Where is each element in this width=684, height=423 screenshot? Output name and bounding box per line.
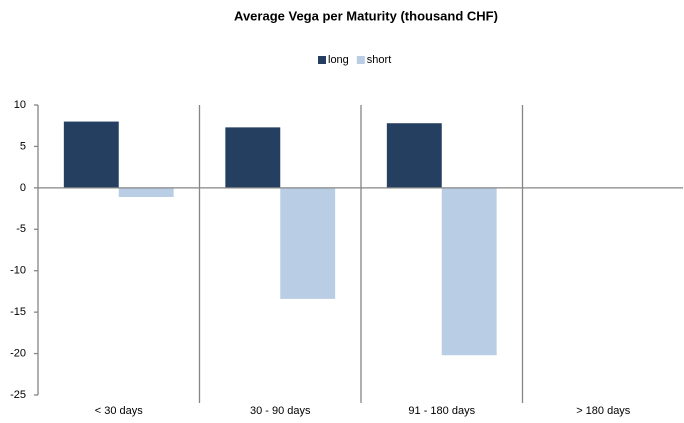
legend-label: long	[328, 54, 349, 66]
bar	[63, 121, 119, 188]
legend-swatch	[356, 56, 365, 64]
x-tick-label: 30 - 90 days	[250, 405, 311, 417]
legend-label: short	[367, 54, 391, 66]
legend-swatch	[318, 56, 326, 64]
y-tick-label: 10	[14, 99, 26, 111]
x-tick-label: 91 - 180 days	[408, 405, 475, 417]
y-tick-label: 0	[20, 182, 26, 194]
y-tick-label: -10	[10, 265, 26, 277]
y-tick-label: -20	[10, 347, 26, 359]
x-tick-label: < 30 days	[95, 405, 144, 417]
bar	[441, 187, 497, 356]
y-tick-label: -15	[10, 306, 26, 318]
chart-title: Average Vega per Maturity (thousand CHF)	[234, 8, 498, 23]
bar	[225, 127, 281, 188]
y-tick-label: 5	[20, 140, 26, 152]
y-tick-label: -5	[16, 223, 26, 235]
bar	[280, 187, 336, 299]
bar	[386, 123, 442, 188]
x-tick-label: > 180 days	[576, 405, 631, 417]
y-tick-label: -25	[10, 389, 26, 401]
bar	[118, 187, 174, 197]
